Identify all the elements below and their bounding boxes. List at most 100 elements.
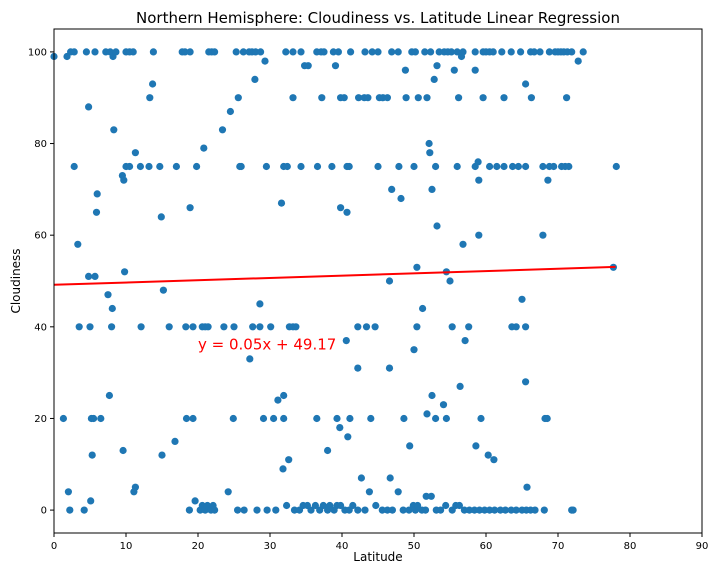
data-point <box>368 48 376 56</box>
data-point <box>448 323 456 331</box>
data-point <box>453 48 461 56</box>
data-point <box>432 414 440 423</box>
data-point <box>421 506 430 514</box>
data-point <box>64 488 72 496</box>
data-point <box>437 506 445 514</box>
data-point <box>224 488 232 496</box>
data-point <box>282 48 290 56</box>
data-point <box>364 94 372 102</box>
data-point <box>411 48 419 56</box>
data-point <box>394 48 402 56</box>
data-point <box>512 323 520 331</box>
data-point <box>274 396 282 404</box>
data-point <box>447 48 455 56</box>
x-axis-label: Latitude <box>353 550 402 564</box>
data-point <box>361 48 369 56</box>
y-tick-label: 20 <box>34 414 47 425</box>
data-point <box>270 414 278 423</box>
data-point <box>283 162 291 171</box>
data-point <box>388 185 396 193</box>
data-point <box>530 48 538 56</box>
data-point <box>550 162 558 171</box>
data-point <box>442 414 450 423</box>
data-point <box>249 323 257 331</box>
data-point <box>507 48 515 56</box>
data-point <box>455 94 463 102</box>
data-point <box>523 483 531 491</box>
data-point <box>324 446 332 455</box>
data-point <box>346 414 354 423</box>
data-point <box>569 506 577 514</box>
data-point <box>131 149 139 157</box>
data-point <box>539 231 547 239</box>
data-point <box>385 364 394 372</box>
data-point <box>386 474 394 482</box>
data-point <box>465 323 473 331</box>
data-point <box>568 48 576 56</box>
data-point <box>189 414 197 423</box>
data-point <box>307 506 315 514</box>
data-point <box>423 410 431 418</box>
data-point <box>237 162 245 171</box>
data-point <box>326 501 334 510</box>
data-point <box>470 506 479 514</box>
data-point <box>475 231 483 239</box>
data-point <box>450 66 458 74</box>
data-point <box>574 57 582 65</box>
data-point <box>439 401 448 409</box>
data-point <box>200 144 208 152</box>
data-point <box>435 48 443 56</box>
data-point <box>226 107 234 116</box>
data-point <box>112 48 120 56</box>
data-point <box>137 323 145 331</box>
data-point <box>328 162 336 171</box>
data-point <box>414 94 422 102</box>
regression-line-group <box>53 265 616 286</box>
plot-area-frame <box>53 28 703 534</box>
data-point <box>527 94 536 102</box>
data-point <box>522 378 530 386</box>
data-point <box>91 48 99 56</box>
data-point <box>455 501 463 510</box>
data-point <box>498 48 506 56</box>
data-point <box>474 158 482 166</box>
data-point <box>486 162 494 171</box>
data-point <box>97 414 105 423</box>
chart-title: Northern Hemisphere: Cloudiness vs. Lati… <box>136 9 620 27</box>
data-point <box>93 190 101 198</box>
data-point <box>405 506 413 514</box>
data-point <box>82 48 90 56</box>
data-point <box>285 456 293 464</box>
data-point <box>186 204 194 212</box>
data-point <box>120 176 128 184</box>
data-point <box>500 94 508 102</box>
data-point <box>500 162 508 171</box>
data-point <box>185 506 193 514</box>
data-point <box>410 162 418 171</box>
data-point <box>121 268 129 276</box>
data-point <box>501 506 509 514</box>
data-point <box>354 323 362 331</box>
data-point <box>129 48 137 56</box>
data-point <box>490 456 498 464</box>
data-point <box>383 506 391 514</box>
data-point <box>489 48 497 56</box>
data-point <box>427 48 435 56</box>
data-point <box>367 414 375 423</box>
y-axis-label: Cloudiness <box>9 248 23 313</box>
data-point <box>74 240 82 248</box>
data-point <box>459 48 467 56</box>
data-point <box>514 162 523 171</box>
data-point <box>313 414 321 423</box>
y-tick-label: 100 <box>28 47 47 58</box>
data-point <box>130 488 138 496</box>
data-point <box>334 48 342 56</box>
data-point <box>75 323 83 331</box>
data-point <box>110 126 118 134</box>
data-point <box>172 162 180 171</box>
data-point <box>565 162 573 171</box>
data-point <box>182 323 190 331</box>
data-point <box>481 506 489 514</box>
data-point <box>267 323 275 331</box>
